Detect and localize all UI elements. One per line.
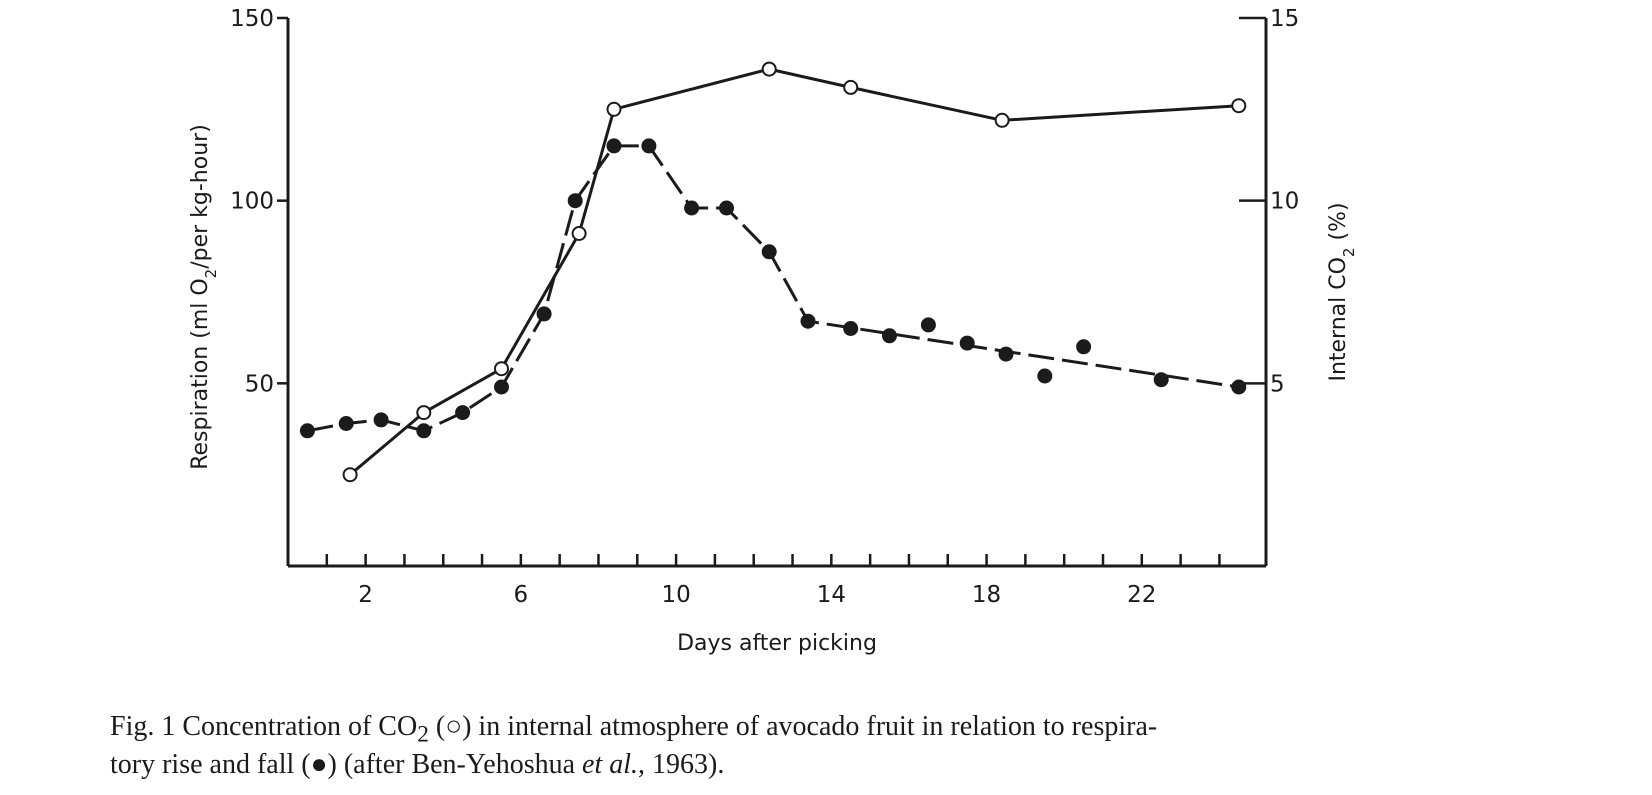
respiration-point bbox=[719, 200, 734, 216]
x-axis-tick-label: 2 bbox=[358, 582, 373, 608]
series-lines bbox=[307, 67, 1240, 476]
right-y-axis-label: Internal CO2 (%) bbox=[1326, 202, 1358, 381]
internal-co2-point bbox=[994, 112, 1010, 128]
internal-co2-point bbox=[416, 405, 432, 421]
x-axis-tick-labels: 2 6 10 14 18 22 bbox=[358, 582, 1156, 608]
respiration-point bbox=[455, 405, 471, 421]
x-axis-label: Days after picking bbox=[677, 631, 877, 656]
internal-co2-point bbox=[342, 467, 358, 483]
respiration-point bbox=[567, 193, 583, 209]
respiration-point bbox=[299, 423, 315, 439]
left-y-axis-tick-label: 100 bbox=[230, 189, 274, 215]
left-y-axis-label-tail: /per kg-hour) bbox=[188, 124, 213, 269]
respiration-point bbox=[536, 306, 552, 322]
caption-line-2-start: tory rise and fall ( bbox=[110, 748, 311, 780]
caption-subscript: 2 bbox=[417, 721, 429, 748]
left-y-axis-tick-labels: 50 100 150 bbox=[230, 6, 274, 397]
respiration-point bbox=[1037, 368, 1053, 384]
respiration-point bbox=[882, 328, 897, 344]
right-y-axis-tick-label: 15 bbox=[1270, 6, 1299, 32]
respiration-point bbox=[338, 416, 354, 431]
x-axis-tick-label: 18 bbox=[972, 582, 1001, 608]
right-y-axis-ticks bbox=[1239, 16, 1266, 385]
left-y-axis-label: Respiration (ml O2/per kg-hour) bbox=[188, 124, 220, 470]
internal-co2-point bbox=[606, 101, 622, 117]
caption-filled-symbol: ● bbox=[310, 748, 328, 780]
right-y-axis-label-text: Internal CO bbox=[1326, 257, 1351, 381]
right-y-axis-label-tail: (%) bbox=[1326, 202, 1351, 247]
respiration-point bbox=[416, 423, 432, 439]
respiration-point bbox=[1153, 372, 1169, 388]
respiration-point bbox=[800, 313, 816, 329]
respiration-point bbox=[920, 317, 936, 333]
respiration-point bbox=[998, 346, 1014, 362]
right-y-axis-tick-label: 5 bbox=[1270, 371, 1285, 397]
respiration-point bbox=[641, 138, 657, 154]
series-points bbox=[299, 61, 1247, 483]
internal-co2-point bbox=[494, 361, 509, 377]
left-y-axis-label-text: Respiration (ml O bbox=[188, 278, 213, 469]
internal-co2-point bbox=[843, 79, 859, 95]
left-y-axis-ticks bbox=[277, 16, 288, 385]
left-y-axis-tick-label: 150 bbox=[230, 6, 274, 32]
internal-co2-point bbox=[1231, 98, 1247, 114]
respiration-point bbox=[761, 244, 777, 260]
respiration-point bbox=[684, 200, 700, 216]
caption-italic: et al. bbox=[582, 748, 639, 780]
respiration-point bbox=[959, 335, 975, 351]
caption-line-2-mid: ) (after Ben-Yehoshua bbox=[327, 748, 583, 780]
respiration-point bbox=[1076, 339, 1092, 355]
caption-line-2-end: , 1963). bbox=[638, 748, 725, 780]
respiration-point bbox=[1231, 379, 1247, 395]
x-axis-tick-label: 22 bbox=[1127, 582, 1156, 608]
caption-prefix: Fig. 1 Concentration of CO bbox=[110, 711, 418, 742]
figure-caption: Fig. 1 Concentration of CO2 (○) in inter… bbox=[110, 712, 1630, 780]
internal-co2-line bbox=[349, 67, 1239, 476]
right-y-axis-label-subscript: 2 bbox=[1340, 248, 1358, 258]
respiration-point bbox=[606, 138, 622, 154]
right-y-axis-tick-label: 10 bbox=[1270, 189, 1299, 215]
internal-co2-point bbox=[761, 61, 777, 77]
left-y-axis-label-subscript: 2 bbox=[202, 269, 220, 279]
respiration-line bbox=[307, 144, 1240, 433]
respiration-point bbox=[373, 412, 389, 428]
chart-frame bbox=[286, 18, 1268, 568]
respiration-point bbox=[494, 379, 509, 395]
right-y-axis-tick-labels: 5 10 15 bbox=[1270, 6, 1299, 397]
caption-part-2: (○) in internal atmosphere of avocado fr… bbox=[428, 711, 1158, 742]
x-axis-tick-label: 10 bbox=[661, 582, 690, 608]
x-axis-ticks bbox=[325, 554, 1221, 566]
internal-co2-point bbox=[571, 226, 587, 241]
x-axis-tick-label: 14 bbox=[817, 582, 846, 608]
left-y-axis-tick-label: 50 bbox=[245, 371, 274, 397]
respiration-point bbox=[843, 321, 859, 336]
x-axis-tick-label: 6 bbox=[514, 582, 529, 608]
